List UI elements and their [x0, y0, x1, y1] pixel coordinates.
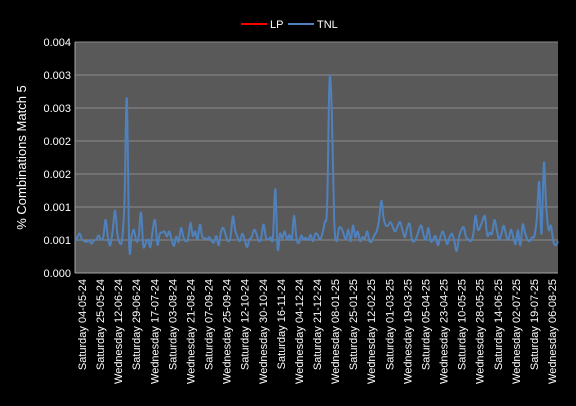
gridlines: [74, 41, 558, 274]
legend-label-lp: LP: [270, 19, 283, 31]
x-tick-label: Saturday 14-06-25: [493, 279, 505, 370]
series-line-tnl: [74, 74, 559, 256]
x-tick-label: Wednesday 21-08-24: [185, 279, 197, 384]
x-tick-label: Saturday 29-06-24: [131, 279, 143, 370]
x-tick-label: Saturday 12-10-24: [240, 279, 252, 370]
x-tick-label: Saturday 21-12-24: [312, 279, 324, 370]
y-tick-label: 0.001: [43, 202, 71, 214]
x-tick-label: Wednesday 12-02-25: [366, 279, 378, 384]
x-tick-label: Saturday 01-03-25: [384, 279, 396, 370]
x-tick-label: Saturday 04-05-24: [77, 279, 89, 370]
x-tick-label: Wednesday 08-01-25: [330, 279, 342, 384]
y-tick-label: 0.000: [43, 268, 71, 280]
x-tick-label: Wednesday 17-07-24: [149, 279, 161, 384]
x-tick-label: Saturday 25-05-24: [95, 279, 107, 370]
x-tick-label: Saturday 25-01-25: [348, 279, 360, 370]
y-tick-label: 0.003: [43, 103, 71, 115]
y-tick-label: 0.003: [43, 70, 71, 82]
x-tick-label: Wednesday 06-08-25: [547, 279, 559, 384]
x-tick-label: Saturday 03-08-24: [167, 279, 179, 370]
x-tick-label: Wednesday 02-07-25: [511, 279, 523, 384]
x-axis-ticks: Saturday 04-05-24 Saturday 25-05-24 Wednes…: [77, 279, 559, 384]
y-axis-title: % Combinations Match 5: [14, 85, 29, 230]
y-tick-label: 0.001: [43, 235, 71, 247]
series-layer: [74, 74, 559, 256]
x-tick-label: Wednesday 04-12-24: [294, 279, 306, 384]
plot-area: [75, 42, 558, 273]
legend: LP TNL: [241, 19, 338, 31]
x-tick-label: Saturday 16-11-24: [276, 279, 288, 369]
legend-label-tnl: TNL: [317, 19, 338, 31]
x-tick-label: Wednesday 23-04-25: [439, 279, 451, 384]
x-tick-label: Saturday 07-09-24: [204, 279, 216, 370]
y-axis-ticks: 0.000 0.001 0.001 0.002 0.002 0.003 0.003 0.004: [43, 37, 71, 280]
x-tick-label: Wednesday 28-05-25: [475, 279, 487, 384]
y-tick-label: 0.002: [43, 136, 71, 148]
x-tick-label: Saturday 05-04-25: [420, 279, 432, 370]
y-tick-label: 0.002: [43, 169, 71, 181]
x-tick-label: Wednesday 12-06-24: [113, 279, 125, 384]
x-tick-label: Wednesday 30-10-24: [258, 279, 270, 384]
x-tick-label: Wednesday 19-03-25: [402, 279, 414, 384]
x-tick-label: Saturday 10-05-25: [457, 279, 469, 370]
x-tick-label: Wednesday 25-09-24: [222, 279, 234, 384]
y-tick-label: 0.004: [43, 37, 71, 49]
x-tick-label: Saturday 19-07-25: [529, 279, 541, 370]
